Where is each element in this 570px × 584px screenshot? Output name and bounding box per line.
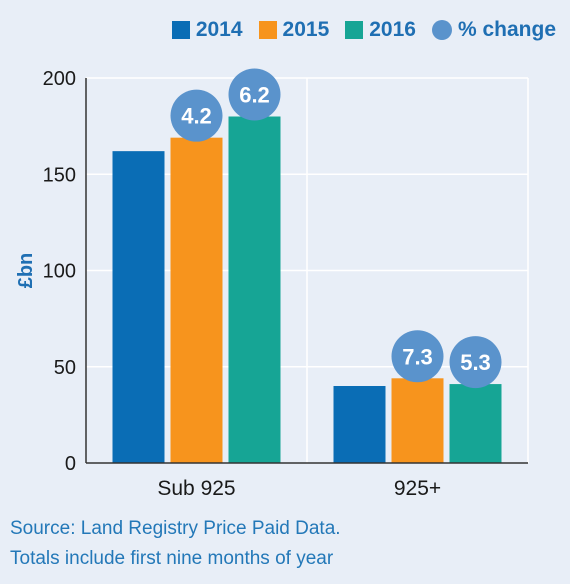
legend-item-2014: 2014 <box>171 18 243 42</box>
y-tick-label: 50 <box>54 357 76 379</box>
legend-swatch-2016 <box>345 21 364 39</box>
legend-swatch-2014 <box>171 21 190 39</box>
x-tick-label: 925+ <box>394 477 441 500</box>
legend: 2014 2015 2016 % change <box>171 18 556 42</box>
source-line: Source: Land Registry Price Paid Data. <box>10 518 341 539</box>
change-bubble-label: 5.3 <box>460 350 491 375</box>
change-bubble <box>391 330 444 383</box>
y-tick-label: 0 <box>65 453 76 475</box>
y-tick-label: 200 <box>43 68 76 90</box>
y-axis-title: £bn <box>15 253 37 289</box>
change-bubble <box>449 336 502 389</box>
bar-2015-sub-925 <box>170 137 223 464</box>
change-bubble-label: 4.2 <box>181 104 212 129</box>
source-note: Source: Land Registry Price Paid Data. T… <box>10 514 341 574</box>
change-bubble <box>228 68 281 121</box>
legend-swatch-pct-change <box>431 20 452 40</box>
legend-label-2015: 2015 <box>282 18 330 41</box>
bar-2016-sub-925 <box>228 116 281 463</box>
y-tick-label: 150 <box>43 164 76 186</box>
bar-2015-925plus <box>391 378 444 463</box>
legend-swatch-2015 <box>258 21 277 39</box>
change-bubble <box>170 89 223 142</box>
legend-item-2016: 2016 <box>345 18 416 42</box>
legend-label-2016: 2016 <box>369 18 416 41</box>
change-bubbles: 4.2 6.2 7.3 5.3 <box>170 68 502 389</box>
change-bubble-label: 6.2 <box>239 83 270 108</box>
bar-2014-sub-925 <box>112 151 165 463</box>
change-bubble-label: 7.3 <box>402 344 433 369</box>
bars <box>112 116 502 464</box>
axes: 0 50 100 150 200 Sub 925 925+ £bn <box>15 68 528 500</box>
legend-item-2015: 2015 <box>258 18 330 42</box>
legend-label-pct-change: % change <box>457 18 556 41</box>
x-tick-label: Sub 925 <box>157 477 235 500</box>
bar-2016-925plus <box>449 384 502 463</box>
legend-label-2014: 2014 <box>195 18 243 41</box>
bar-2014-925plus <box>333 386 386 463</box>
y-tick-label: 100 <box>43 261 76 283</box>
note-line: Totals include first nine months of year <box>10 548 334 569</box>
legend-item-pct-change: % change <box>431 18 556 42</box>
